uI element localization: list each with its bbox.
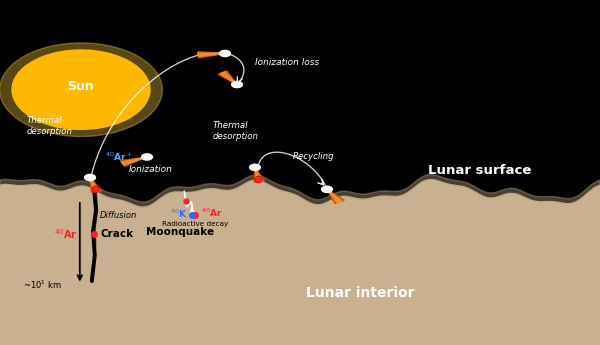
Polygon shape (327, 189, 344, 204)
Polygon shape (327, 189, 342, 203)
Circle shape (12, 50, 150, 129)
Text: Diffusion: Diffusion (100, 211, 137, 220)
Polygon shape (121, 157, 147, 165)
Polygon shape (90, 178, 102, 192)
Circle shape (142, 154, 152, 160)
Text: Thermal
desorption: Thermal desorption (213, 121, 259, 141)
Polygon shape (184, 191, 195, 218)
Circle shape (0, 43, 163, 137)
Text: Lunar surface: Lunar surface (428, 164, 532, 177)
Text: $^{40}$Ar: $^{40}$Ar (201, 207, 223, 219)
Text: Sun: Sun (68, 80, 94, 93)
Text: Recycling: Recycling (293, 152, 334, 161)
Circle shape (322, 186, 332, 193)
Polygon shape (197, 52, 225, 58)
Polygon shape (198, 53, 225, 57)
Text: Crack: Crack (100, 229, 133, 239)
Text: Lunar interior: Lunar interior (306, 286, 414, 300)
Circle shape (220, 50, 230, 57)
Text: ~10$^1$ km: ~10$^1$ km (23, 278, 62, 291)
Circle shape (232, 81, 242, 88)
Text: $^{40}$K: $^{40}$K (170, 208, 188, 220)
Text: Ionization: Ionization (129, 165, 173, 174)
Polygon shape (220, 72, 237, 85)
Circle shape (85, 175, 95, 181)
Text: Radioactive decay: Radioactive decay (162, 220, 228, 227)
Text: $^{40}$Ar$^+$: $^{40}$Ar$^+$ (105, 151, 133, 163)
Text: Thermal
desorption: Thermal desorption (27, 116, 73, 136)
Polygon shape (218, 71, 237, 85)
Text: Ionization loss: Ionization loss (255, 58, 319, 67)
Polygon shape (90, 178, 100, 192)
Text: Moonquake: Moonquake (146, 227, 214, 237)
Text: $^{40}$Ar: $^{40}$Ar (54, 228, 77, 242)
Circle shape (250, 164, 260, 170)
Polygon shape (254, 167, 265, 182)
Polygon shape (120, 157, 147, 166)
Polygon shape (255, 167, 262, 182)
